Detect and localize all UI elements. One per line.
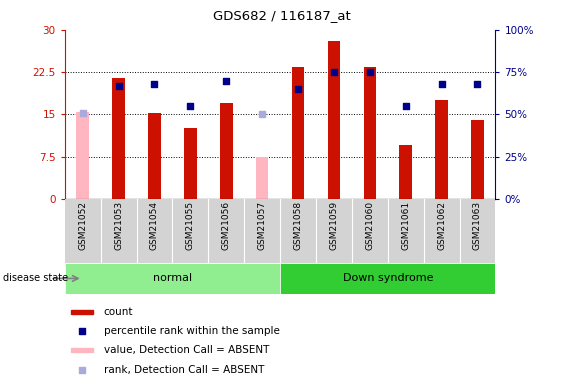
Point (329, 69, 338, 75)
Bar (280, 262, 495, 294)
Text: GSM21055: GSM21055 (186, 201, 195, 250)
Bar (77, 112, 89, 199)
Point (114, 83, 123, 89)
Bar (328, 41, 340, 199)
Point (78, 110, 87, 116)
Text: GSM21052: GSM21052 (78, 201, 87, 250)
Text: GSM21060: GSM21060 (365, 201, 374, 250)
Text: GSM21062: GSM21062 (437, 201, 446, 250)
Point (401, 103, 410, 109)
Point (78, 328, 87, 334)
Point (437, 81, 446, 87)
Bar (399, 146, 412, 199)
Point (293, 86, 302, 92)
Bar (148, 112, 161, 199)
Bar (184, 128, 196, 199)
Text: rank, Detection Call = ABSENT: rank, Detection Call = ABSENT (104, 364, 264, 375)
Text: percentile rank within the sample: percentile rank within the sample (104, 326, 279, 336)
Bar (364, 67, 376, 199)
Bar (112, 78, 125, 199)
Bar (471, 120, 484, 199)
Point (186, 103, 195, 109)
Text: GSM21057: GSM21057 (258, 201, 267, 250)
Text: value, Detection Call = ABSENT: value, Detection Call = ABSENT (104, 345, 269, 355)
Bar (71, 348, 93, 352)
Bar (435, 100, 448, 199)
Text: Down syndrome: Down syndrome (342, 273, 433, 284)
Text: GDS682 / 116187_at: GDS682 / 116187_at (213, 9, 350, 22)
Text: GSM21058: GSM21058 (293, 201, 302, 250)
Text: GSM21059: GSM21059 (329, 201, 338, 250)
Text: disease state: disease state (3, 273, 68, 284)
Point (473, 81, 482, 87)
Text: normal: normal (153, 273, 192, 284)
Bar (71, 310, 93, 314)
Text: GSM21061: GSM21061 (401, 201, 410, 250)
Text: count: count (104, 307, 133, 317)
Text: GSM21054: GSM21054 (150, 201, 159, 250)
Point (365, 69, 374, 75)
Point (78, 367, 87, 373)
Bar (292, 67, 305, 199)
Point (150, 81, 159, 87)
Bar (220, 103, 233, 199)
Point (222, 78, 231, 84)
Text: GSM21063: GSM21063 (473, 201, 482, 250)
Bar (65, 262, 280, 294)
Text: GSM21056: GSM21056 (222, 201, 231, 250)
Text: GSM21053: GSM21053 (114, 201, 123, 250)
Bar (256, 157, 269, 199)
Point (258, 111, 267, 117)
